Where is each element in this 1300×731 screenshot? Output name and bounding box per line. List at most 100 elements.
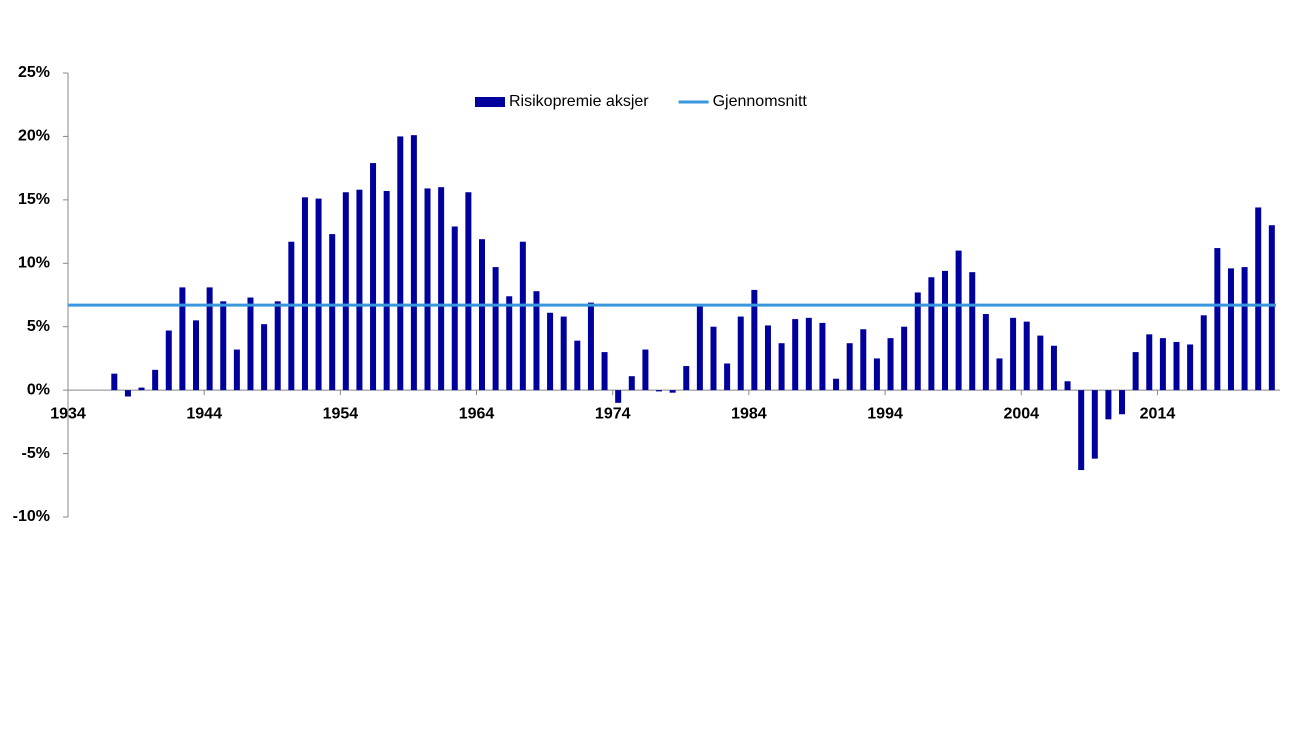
bar bbox=[206, 287, 213, 391]
y-tick-label: -5% bbox=[22, 445, 50, 462]
bar bbox=[656, 390, 663, 392]
x-tick-label: 2014 bbox=[1140, 405, 1176, 422]
bar bbox=[914, 292, 921, 391]
bar bbox=[833, 378, 840, 391]
bar bbox=[669, 390, 676, 393]
bar bbox=[1105, 390, 1112, 420]
bar bbox=[533, 291, 540, 391]
bar bbox=[1064, 381, 1071, 391]
bar bbox=[220, 301, 227, 391]
bar bbox=[764, 325, 771, 391]
bar bbox=[492, 267, 499, 391]
y-tick-label: -10% bbox=[13, 508, 50, 525]
bar bbox=[737, 316, 744, 391]
bar bbox=[1091, 390, 1098, 459]
bar bbox=[969, 272, 976, 391]
bar bbox=[1010, 317, 1017, 391]
bar bbox=[315, 198, 322, 391]
bar bbox=[955, 250, 962, 391]
bar bbox=[410, 135, 417, 391]
bar bbox=[1214, 248, 1221, 391]
bar bbox=[356, 189, 363, 391]
y-tick-label: 15% bbox=[18, 191, 50, 208]
x-tick-label: 1964 bbox=[459, 405, 495, 422]
bar bbox=[710, 326, 717, 391]
y-tick-label: 0% bbox=[27, 381, 50, 398]
bar bbox=[928, 277, 935, 391]
bar bbox=[138, 387, 145, 391]
bar bbox=[1132, 352, 1139, 391]
bar bbox=[301, 197, 308, 391]
bar bbox=[574, 340, 581, 391]
bar bbox=[165, 330, 172, 391]
bar bbox=[465, 192, 472, 391]
bar bbox=[547, 312, 554, 391]
y-tick-label: 10% bbox=[18, 255, 50, 272]
bar bbox=[478, 239, 485, 391]
bar bbox=[288, 241, 295, 391]
legend-label: Gjennomsnitt bbox=[713, 93, 808, 110]
bar bbox=[193, 320, 200, 391]
x-tick-label: 2004 bbox=[1003, 405, 1039, 422]
bar bbox=[792, 319, 799, 391]
bar bbox=[805, 317, 812, 391]
bar bbox=[642, 349, 649, 391]
bar bbox=[846, 343, 853, 391]
bar bbox=[451, 226, 458, 391]
bar bbox=[778, 343, 785, 391]
bar bbox=[683, 366, 690, 391]
bar bbox=[1255, 207, 1262, 391]
bar bbox=[519, 241, 526, 391]
bar bbox=[274, 301, 281, 391]
bar bbox=[179, 287, 186, 391]
legend-label: Risikopremie aksjer bbox=[509, 93, 649, 110]
bar bbox=[751, 289, 758, 391]
bar bbox=[1173, 341, 1180, 391]
bar bbox=[424, 188, 431, 391]
bar bbox=[342, 192, 349, 391]
y-tick-label: 25% bbox=[18, 64, 50, 81]
bar bbox=[628, 376, 635, 391]
bar bbox=[601, 352, 608, 391]
bar bbox=[233, 349, 240, 391]
x-tick-label: 1974 bbox=[595, 405, 631, 422]
bar bbox=[383, 190, 390, 391]
y-tick-label: 5% bbox=[27, 318, 50, 335]
bar bbox=[1187, 344, 1194, 391]
bar bbox=[506, 296, 513, 391]
bar bbox=[887, 338, 894, 391]
x-tick-label: 1934 bbox=[50, 405, 86, 422]
bar bbox=[1023, 321, 1030, 391]
bar bbox=[860, 329, 867, 391]
bar bbox=[370, 163, 377, 391]
bar bbox=[329, 234, 336, 391]
bar bbox=[1159, 338, 1166, 391]
bar bbox=[111, 373, 118, 391]
bar bbox=[152, 369, 159, 391]
x-tick-label: 1954 bbox=[323, 405, 359, 422]
x-tick-label: 1994 bbox=[867, 405, 903, 422]
bar bbox=[1241, 267, 1248, 391]
bar bbox=[1078, 390, 1085, 471]
bar bbox=[1119, 390, 1126, 415]
bar bbox=[996, 358, 1003, 391]
y-tick-label: 20% bbox=[18, 128, 50, 145]
bar bbox=[1200, 315, 1207, 391]
bar bbox=[261, 324, 268, 391]
bar bbox=[941, 270, 948, 391]
bar bbox=[819, 322, 826, 391]
bar bbox=[587, 302, 594, 391]
bar bbox=[1227, 268, 1234, 391]
bar bbox=[873, 358, 880, 391]
x-tick-label: 1944 bbox=[186, 405, 222, 422]
bar bbox=[124, 390, 131, 397]
legend-swatch bbox=[475, 97, 505, 107]
bar bbox=[397, 136, 404, 391]
bar bbox=[724, 363, 731, 391]
bar bbox=[982, 314, 989, 391]
bar bbox=[438, 187, 445, 391]
bar bbox=[901, 326, 908, 391]
bar bbox=[1146, 334, 1153, 391]
bar bbox=[1050, 345, 1057, 391]
